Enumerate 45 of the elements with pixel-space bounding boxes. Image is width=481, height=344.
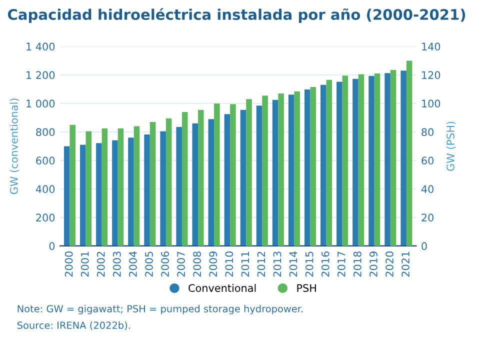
y-tick-label: 400 bbox=[36, 185, 55, 194]
x-tick-label: 2008 bbox=[193, 252, 202, 277]
y-tick-label: 600 bbox=[36, 156, 55, 165]
x-tick-label: 2004 bbox=[129, 251, 137, 277]
x-tick-label: 2021 bbox=[402, 252, 410, 277]
y-axis-title: GW (conventional) bbox=[10, 98, 20, 194]
y2-tick-label: 120 bbox=[422, 71, 440, 80]
x-tick-label: 2001 bbox=[80, 252, 89, 277]
chart-title: Capacidad hidroeléctrica instalada por año (2000-2021) bbox=[8, 8, 466, 23]
x-tick-label: 2015 bbox=[305, 252, 314, 277]
x-tick-label: 2010 bbox=[225, 252, 234, 277]
y-tick-label: 200 bbox=[36, 214, 55, 222]
y2-tick-label: 0 bbox=[422, 242, 427, 250]
x-tick-label: 2002 bbox=[96, 252, 105, 277]
y2-tick-label: 100 bbox=[422, 100, 440, 108]
x-tick-label: 2007 bbox=[177, 252, 185, 277]
x-tick-label: 2006 bbox=[161, 251, 169, 277]
text: Note: GW = gigawatt; PSH = pumped storage hydropower. bbox=[18, 304, 303, 314]
x-tick-label: 2014 bbox=[289, 251, 298, 277]
y-tick-label: 1 000 bbox=[26, 100, 55, 108]
x-tick-label: 2020 bbox=[386, 252, 394, 277]
x-tick-label: 2011 bbox=[241, 252, 250, 277]
y-tick-label: 0 bbox=[49, 242, 55, 250]
y2-axis-title: GW (PSH) bbox=[446, 122, 456, 171]
y2-tick-label: 80 bbox=[422, 128, 434, 136]
y2-tick-label: 60 bbox=[422, 156, 434, 165]
x-tick-label: 2012 bbox=[257, 252, 266, 277]
y-tick-label: 1 400 bbox=[26, 42, 55, 51]
x-tick-label: 2009 bbox=[209, 252, 218, 277]
x-tick-label: 2013 bbox=[273, 252, 282, 277]
x-tick-label: 2019 bbox=[370, 252, 378, 277]
y-tick-label: 1 200 bbox=[26, 71, 55, 80]
y2-tick-label: 20 bbox=[422, 214, 434, 222]
x-tick-label: 2005 bbox=[145, 252, 153, 277]
legend-label: Conventional bbox=[188, 284, 256, 292]
legend-label: PSH bbox=[297, 284, 316, 292]
y2-tick-label: 140 bbox=[422, 42, 440, 51]
x-tick-label: 2017 bbox=[337, 252, 346, 277]
x-tick-label: 2016 bbox=[321, 251, 330, 277]
x-tick-label: 2018 bbox=[353, 252, 362, 277]
x-tick-label: 2003 bbox=[112, 252, 121, 277]
y2-tick-label: 40 bbox=[421, 185, 434, 194]
y-tick-label: 800 bbox=[36, 128, 55, 136]
x-tick-label: 2000 bbox=[64, 252, 73, 277]
source-note: Source: IRENA (2022b). bbox=[17, 321, 130, 330]
